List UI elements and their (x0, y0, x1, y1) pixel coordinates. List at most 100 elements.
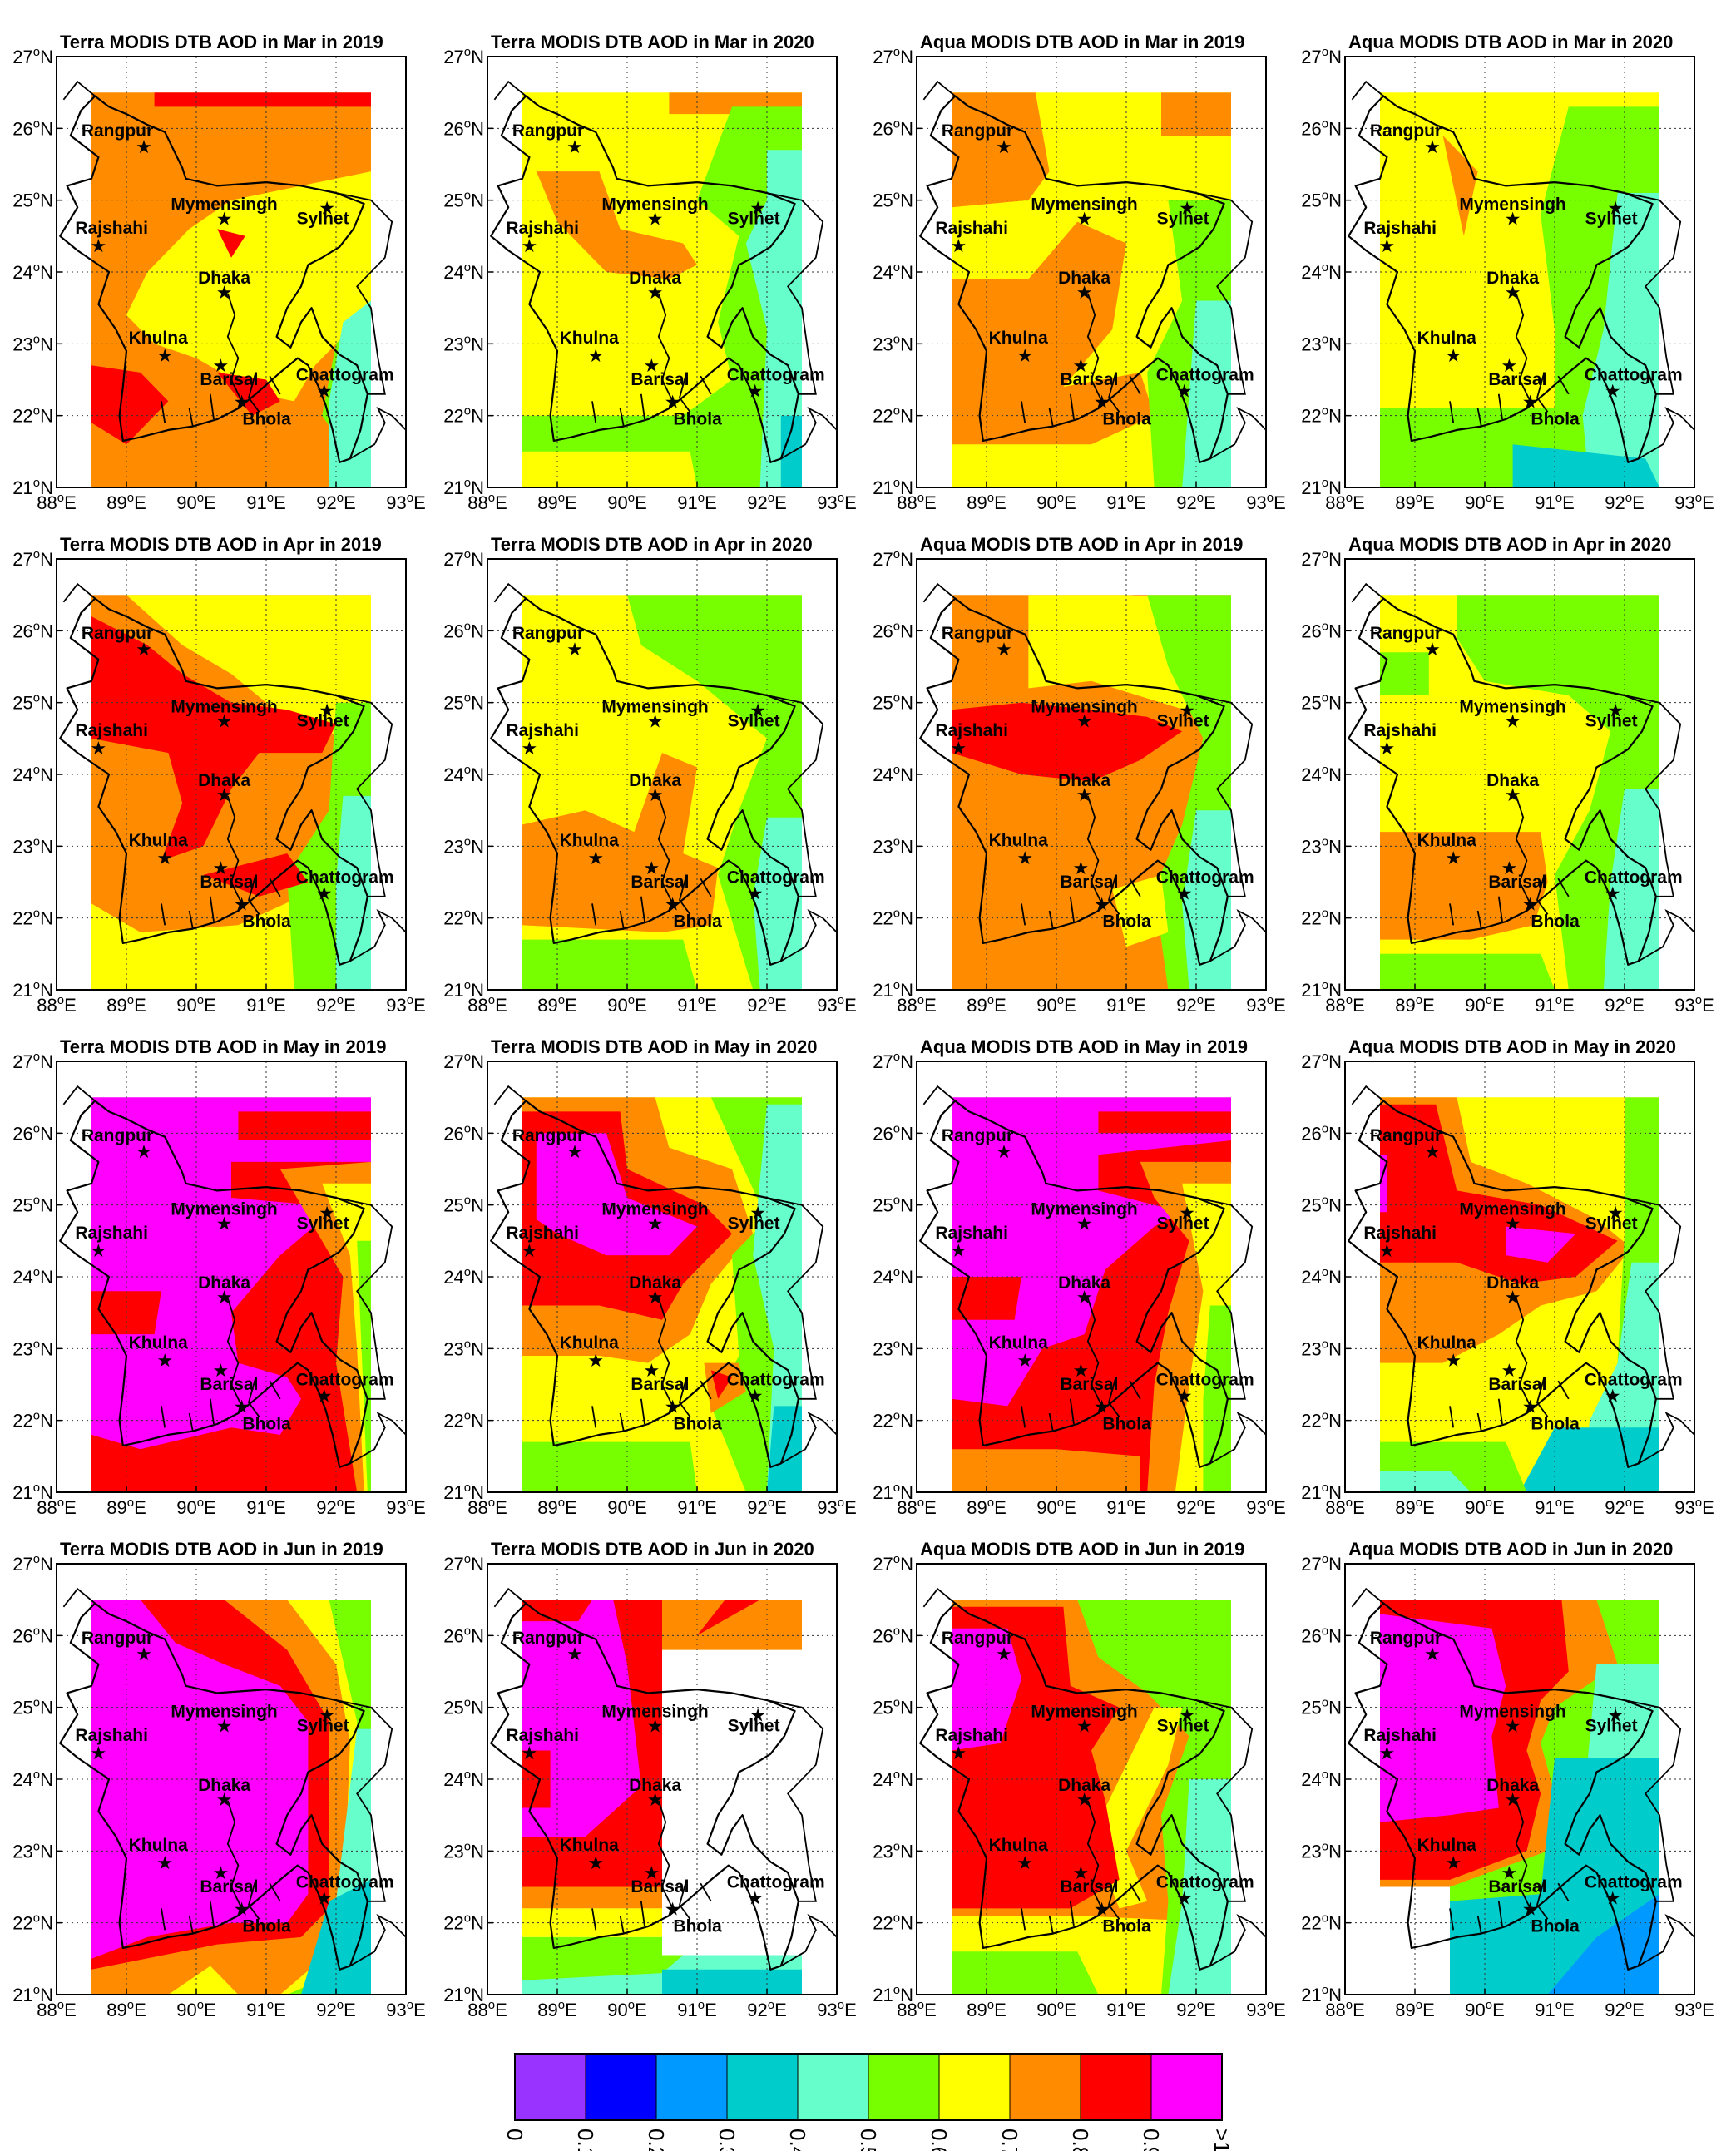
city-marker: ★ (1076, 283, 1093, 304)
border-line (493, 80, 527, 101)
lon-tick-label: 92oE (1176, 993, 1216, 1016)
lon-tick-label: 93oE (1246, 1998, 1286, 2020)
lat-tick-label: 26oN (443, 1624, 484, 1646)
city-marker: ★ (1501, 356, 1518, 377)
colorbar-label: 0.7 (997, 2129, 1022, 2151)
city-marker: ★ (1379, 1743, 1396, 1764)
lon-tick-label: 92oE (316, 993, 356, 1016)
lon-tick-label: 90oE (1465, 491, 1505, 513)
lat-tick-label: 24oN (1301, 763, 1342, 785)
aod-contour-region (91, 616, 336, 861)
city-marker: ★ (234, 392, 250, 413)
city-marker: ★ (1016, 848, 1033, 869)
city-marker: ★ (156, 1853, 173, 1874)
aod-contour-region (522, 1441, 697, 1492)
city-marker: ★ (1607, 198, 1624, 219)
city-marker: ★ (566, 1644, 583, 1665)
lat-tick-label: 24oN (12, 1768, 53, 1790)
city-label: Barisal (1060, 1375, 1118, 1394)
lon-tick-label: 93oE (386, 1496, 426, 1518)
lat-tick-label: 22oN (1301, 907, 1342, 929)
city-marker: ★ (522, 739, 538, 759)
city-marker: ★ (747, 381, 764, 402)
city-label: Barisal (200, 1375, 258, 1394)
city-label: Barisal (1060, 873, 1118, 892)
city-marker: ★ (1445, 1853, 1462, 1874)
city-label: Chattogram (296, 365, 394, 384)
aod-field (91, 92, 371, 488)
lon-tick-label: 88oE (897, 491, 937, 513)
lat-tick-label: 23oN (443, 1839, 484, 1862)
city-marker: ★ (216, 711, 233, 732)
colorbar-swatch (938, 2053, 1011, 2121)
river-lines (161, 795, 281, 929)
lat-tick-label: 27oN (1301, 547, 1342, 570)
aod-contour-region (1512, 444, 1659, 487)
city-marker: ★ (136, 1142, 152, 1163)
city-marker: ★ (1501, 1863, 1518, 1884)
lat-tick-label: 27oN (443, 547, 484, 570)
lon-tick-label: 90oE (607, 491, 647, 513)
lon-tick-label: 91oE (1535, 1496, 1575, 1518)
city-label: Sylhet (1157, 1716, 1209, 1735)
bangladesh-outline (490, 95, 799, 463)
city-label: Rangpur (82, 624, 153, 643)
bangladesh-outline (490, 1602, 799, 1971)
city-marker: ★ (136, 137, 152, 158)
lat-tick-label: 27oN (873, 547, 913, 570)
river-lines (1021, 795, 1141, 929)
aod-contour-region (1203, 1305, 1231, 1492)
city-label: Khulna (560, 831, 619, 850)
lon-tick-label: 93oE (817, 1998, 857, 2020)
city-marker: ★ (1016, 346, 1033, 367)
city-label: Sylhet (1157, 1214, 1209, 1233)
border-line (1638, 406, 1695, 460)
river-lines (1021, 293, 1141, 427)
city-marker: ★ (156, 1351, 173, 1372)
lon-tick-label: 90oE (1036, 1496, 1076, 1518)
lat-tick-label: 21oN (12, 476, 53, 498)
city-label: Bhola (673, 912, 722, 931)
city-marker: ★ (566, 1142, 583, 1163)
aod-contour-region (357, 1240, 371, 1492)
grid-lines (1345, 1564, 1694, 1995)
lon-tick-label: 93oE (386, 1998, 426, 2020)
lon-tick-label: 91oE (1106, 1496, 1146, 1518)
river-lines (591, 1800, 712, 1934)
city-label: Mymensingh (171, 1199, 277, 1219)
city-marker: ★ (1094, 894, 1110, 915)
city-marker: ★ (1501, 1361, 1518, 1382)
bangladesh-outline (59, 1602, 368, 1971)
city-label: Bhola (1102, 1916, 1151, 1936)
city-marker: ★ (136, 640, 152, 660)
lat-tick-label: 21oN (443, 1983, 484, 2005)
city-marker: ★ (644, 1361, 660, 1382)
map-panel: 88oE 89oE 90oE 91oE 92oE 93oE 21oN 22oN 23oN 24oN… (443, 534, 856, 1016)
lon-tick-label: 93oE (1674, 1496, 1714, 1518)
city-marker: ★ (647, 283, 664, 304)
colorbar-label: 0.9 (1139, 2129, 1164, 2151)
city-label: Barisal (1060, 370, 1118, 389)
lon-tick-label: 90oE (1465, 993, 1505, 1016)
border-line (766, 695, 824, 897)
city-label: Khulna (1417, 831, 1476, 850)
lat-tick-label: 26oN (443, 1121, 484, 1144)
city-marker: ★ (644, 858, 660, 879)
lat-tick-label: 23oN (1301, 1839, 1342, 1862)
city-label: Rangpur (512, 121, 584, 141)
city-label: Barisal (1060, 1877, 1118, 1896)
lon-tick-label: 90oE (607, 993, 647, 1016)
map-panel: 88oE 89oE 90oE 91oE 92oE 93oE 21oN 22oN 23oN 24oN… (12, 1036, 425, 1518)
city-label: Mymensingh (1459, 1702, 1565, 1721)
city-marker: ★ (1445, 1351, 1462, 1372)
lon-tick-label: 93oE (817, 1496, 857, 1518)
border-line (1638, 908, 1695, 962)
lon-tick-label: 89oE (537, 1998, 577, 2020)
city-label: Chattogram (727, 1370, 825, 1389)
panel-title: Aqua MODIS DTB AOD in Apr in 2020 (1348, 534, 1671, 555)
aod-field (952, 1097, 1231, 1492)
lon-tick-label: 91oE (246, 1496, 286, 1518)
city-label: Rajshahi (506, 1224, 579, 1243)
panel-title: Terra MODIS DTB AOD in May in 2020 (491, 1036, 817, 1057)
lat-tick-label: 23oN (443, 332, 484, 354)
